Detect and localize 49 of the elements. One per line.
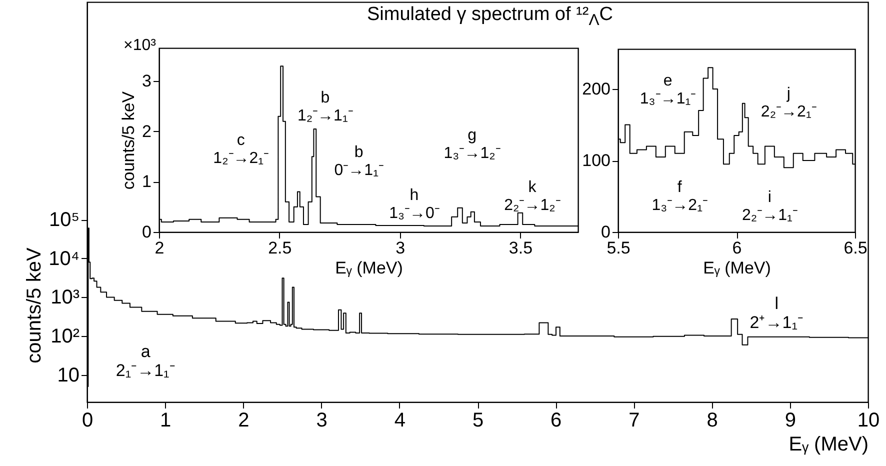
y-axis-title: counts/5 keV [24, 247, 46, 364]
annotation: h 1₃⁻→0⁻ [389, 186, 440, 222]
annotation: j 2₂⁻→2₁⁻ [760, 85, 816, 120]
annotation: c 1₂⁻→2₁⁻ [213, 132, 269, 167]
y-axis-title: counts/5 keV [119, 90, 138, 190]
x-tick-label: 3.5 [508, 238, 533, 258]
x-tick-label: 0 [82, 410, 94, 432]
annotation: b 0⁻→1₁⁻ [334, 144, 384, 180]
y-tick-label: 0 [142, 222, 152, 242]
x-tick-label: 6.5 [844, 238, 868, 258]
annotation: i 2₂⁻→1₁⁻ [742, 188, 798, 224]
x-tick-label: 5.5 [606, 238, 630, 258]
annotation: ×10³ [124, 36, 157, 54]
x-tick-label: 2.5 [268, 238, 292, 258]
x-tick-label: 5 [472, 410, 484, 432]
y-tick-label: 10⁴ [48, 248, 80, 270]
x-tick-label: 2 [238, 410, 250, 432]
y-tick-label: 200 [582, 80, 610, 99]
annotation: f 1₃⁻→2₁⁻ [652, 178, 708, 214]
x-axis-title: Eᵧ (MeV) [788, 434, 868, 456]
x-tick-label: 9 [784, 410, 796, 432]
chart-title: Simulated γ spectrum of ¹²$_{Λ}$C [366, 4, 614, 30]
x-tick-label: 7 [628, 410, 640, 432]
x-axis-title: Eᵧ (MeV) [335, 258, 403, 278]
x-tick-label: 2 [154, 238, 164, 258]
y-tick-label: 10² [50, 326, 80, 348]
x-tick-label: 6 [550, 410, 562, 432]
y-tick-label: 100 [582, 151, 610, 170]
y-tick-label: 1 [142, 172, 152, 192]
annotation: k 2₂⁻→1₂⁻ [504, 178, 560, 214]
y-tick-label: 3 [142, 72, 152, 91]
annotation: l 2⁺→1₁⁻ [750, 294, 804, 332]
annotation: g 1₃⁻→1₂⁻ [444, 126, 500, 162]
x-tick-label: 3 [396, 238, 406, 258]
y-tick-label: 10⁵ [48, 209, 80, 232]
annotation: b 1₂⁻→1₁⁻ [297, 89, 353, 124]
annotation: e 1₃⁻→1₁⁻ [640, 72, 696, 108]
x-tick-label: 1 [160, 410, 172, 432]
y-tick-label: 10³ [50, 286, 80, 309]
y-tick-label: 0 [601, 222, 610, 242]
x-tick-label: 3 [316, 410, 328, 432]
y-tick-label: 10 [57, 364, 80, 386]
x-axis-title: Eᵧ (MeV) [703, 258, 771, 278]
x-tick-label: 10 [857, 410, 880, 432]
x-tick-label: 4 [394, 410, 406, 432]
x-tick-label: 8 [706, 410, 718, 432]
annotation: a 2₁⁻→1₁⁻ [116, 342, 176, 380]
y-tick-label: 2 [142, 122, 152, 141]
x-tick-label: 6 [732, 238, 742, 258]
